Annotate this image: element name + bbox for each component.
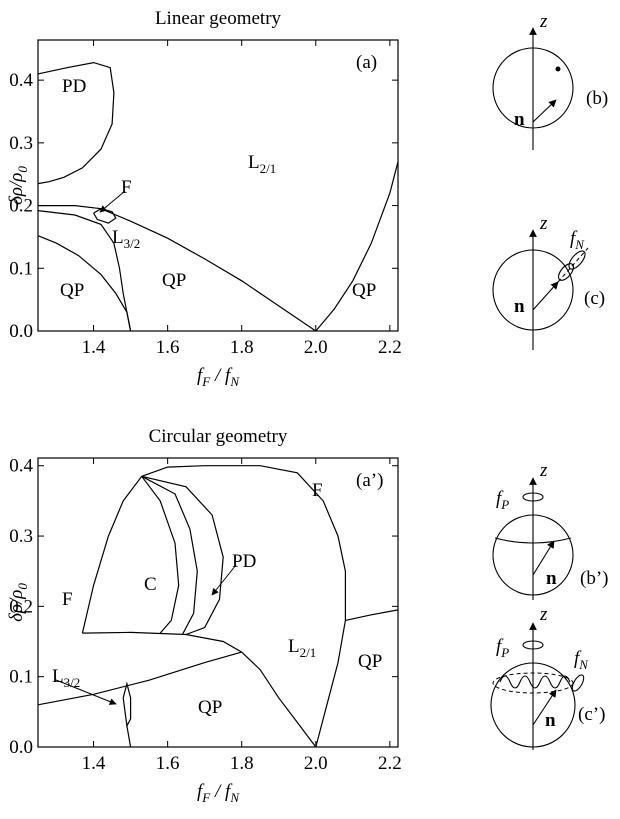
precession-label: fP xyxy=(496,488,509,512)
plot-frame xyxy=(37,457,399,748)
vector-label: n xyxy=(546,568,557,589)
region-label: F xyxy=(121,177,132,198)
frequency-label: fN xyxy=(574,648,589,672)
region-label: QP xyxy=(162,270,186,291)
boundary-line xyxy=(37,210,132,332)
y-tick-label: 0.1 xyxy=(9,667,33,688)
x-axis-label: fF​ / fN​ xyxy=(197,781,240,805)
boundary-line xyxy=(122,681,132,728)
panel-label: (a) xyxy=(356,52,377,73)
x-tick-label: 1.8 xyxy=(230,753,254,774)
x-tick-label: 1.4 xyxy=(82,337,106,358)
y-tick-label: 0.2 xyxy=(9,196,33,217)
plot-frame xyxy=(37,39,399,332)
boundary-line xyxy=(345,609,399,621)
pointer-arrow xyxy=(99,190,126,213)
axis-label: z xyxy=(539,213,548,234)
inset-c: z n fN (c) xyxy=(492,213,605,350)
y-tick-label: 0.1 xyxy=(9,258,33,279)
inset-label: (b’) xyxy=(580,568,608,589)
region-label: L3/2​ xyxy=(112,227,140,251)
region-label: C xyxy=(144,574,157,595)
chart-title: Linear geometry xyxy=(155,8,282,29)
y-axis-label: δρ/ρ0​ xyxy=(6,166,30,205)
region-label: L2/1​ xyxy=(248,152,276,176)
y-tick-label: 0.3 xyxy=(9,526,33,547)
boundary-line xyxy=(315,161,399,332)
y-tick-label: 0.0 xyxy=(9,321,33,342)
y-tick-label: 0.3 xyxy=(9,133,33,154)
panel-label: (a’) xyxy=(356,470,383,491)
frequency-label: fN xyxy=(570,228,585,252)
boundary-line xyxy=(37,651,242,706)
y-tick-label: 0.4 xyxy=(9,456,33,477)
chart-title: Circular geometry xyxy=(149,426,288,447)
x-tick-label: 1.8 xyxy=(230,337,254,358)
inset-label: (c’) xyxy=(578,704,605,725)
boundary-line xyxy=(141,475,224,636)
region-label: PD xyxy=(232,551,256,572)
inset-b: z n (b) xyxy=(492,11,608,150)
region-label: QP xyxy=(198,697,222,718)
boundary-line xyxy=(81,475,143,634)
x-tick-label: 1.4 xyxy=(82,753,106,774)
boundary-line xyxy=(126,725,132,748)
y-axis-label: δρ/ρ0​ xyxy=(6,583,30,622)
axis-label: z xyxy=(539,460,548,481)
x-tick-label: 1.6 xyxy=(156,337,180,358)
inset-b-prime: z fP n (b’) xyxy=(492,460,608,600)
inset-label: (b) xyxy=(586,88,608,109)
boundary-line xyxy=(38,205,317,332)
x-tick-label: 2.2 xyxy=(378,337,402,358)
vector-label: n xyxy=(514,109,525,130)
axis-label: z xyxy=(539,11,548,32)
x-tick-label: 2.2 xyxy=(378,753,402,774)
region-label: F xyxy=(312,480,323,501)
region-label: QP xyxy=(60,280,84,301)
region-label: PD xyxy=(62,76,86,97)
region-label: QP xyxy=(358,651,382,672)
region-label: L2/1​ xyxy=(288,636,316,660)
x-tick-label: 1.6 xyxy=(156,753,180,774)
boundary-line xyxy=(82,631,317,748)
region-label: QP xyxy=(352,280,376,301)
vector-label: n xyxy=(545,710,556,731)
x-axis-label: fF​ / fN​ xyxy=(197,365,240,389)
x-tick-label: 2.0 xyxy=(304,753,328,774)
region-label: F xyxy=(62,589,73,610)
axis-label: z xyxy=(539,604,548,625)
region-label: L3/2​ xyxy=(52,666,80,690)
y-tick-label: 0.0 xyxy=(9,737,33,758)
precession-label: fP xyxy=(496,636,509,660)
vector-label: n xyxy=(514,296,525,317)
y-tick-label: 0.2 xyxy=(9,596,33,617)
boundary-line xyxy=(37,61,115,185)
pointer-arrow xyxy=(55,679,117,705)
boundary-line xyxy=(37,235,132,332)
inset-c-prime: z fP fN n (c’) xyxy=(490,604,605,750)
boundary-line xyxy=(141,465,346,748)
pointer-arrow xyxy=(211,564,237,596)
boundary-line xyxy=(141,475,180,634)
inset-label: (c) xyxy=(584,288,605,309)
x-tick-label: 2.0 xyxy=(304,337,328,358)
boundary-line xyxy=(141,475,198,635)
y-tick-label: 0.4 xyxy=(9,70,33,91)
